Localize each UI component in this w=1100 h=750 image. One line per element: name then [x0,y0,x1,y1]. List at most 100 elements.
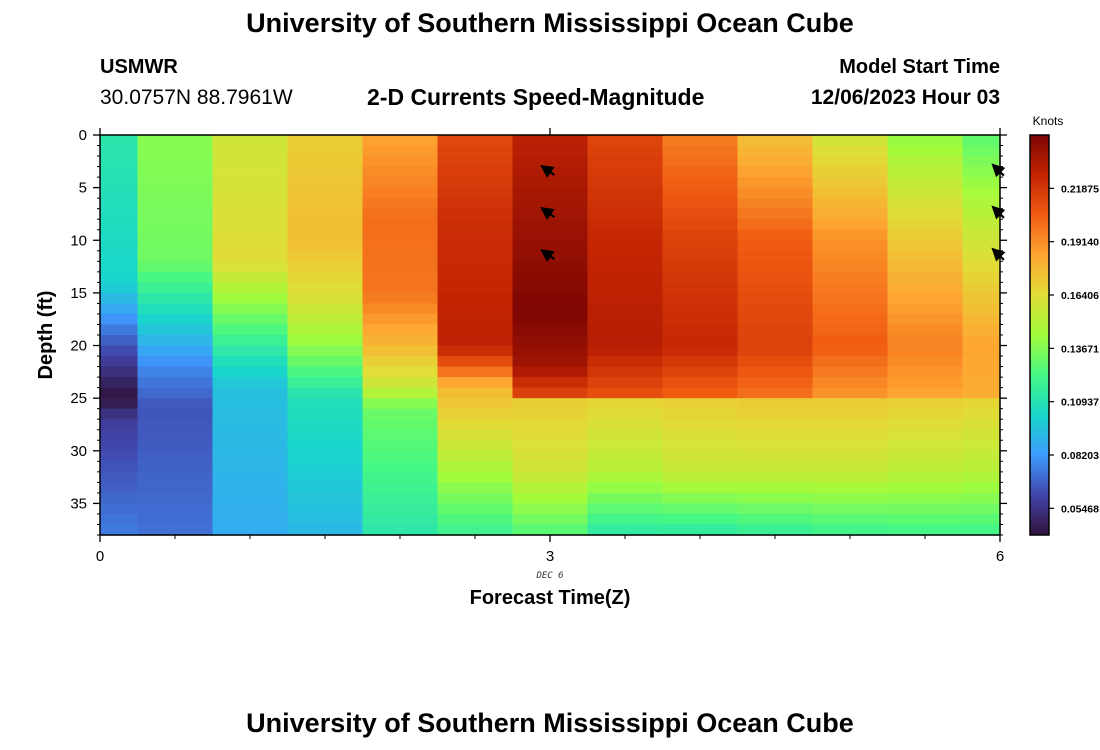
heatmap-cell [100,261,139,273]
heatmap-cell [212,271,289,283]
heatmap-cell [737,524,814,536]
heatmap-cell [437,366,514,378]
heatmap-cell [212,461,289,473]
heatmap-cell [812,461,889,473]
heatmap-cell [287,240,364,252]
heatmap-cell [962,398,1001,410]
heatmap-cell [437,356,514,368]
heatmap-cell [437,377,514,389]
heatmap-cell [362,408,439,420]
heatmap-cell [437,461,514,473]
heatmap-cell [137,208,214,220]
heatmap-cell [137,240,214,252]
heatmap-cell [100,250,139,262]
heatmap-cell [662,313,739,326]
heatmap-cell [962,156,1001,168]
heatmap-cell [587,187,664,199]
heatmap-cell [362,250,439,262]
heatmap-cells [100,135,1001,536]
heatmap-cell [137,471,214,483]
heatmap-cell [737,335,814,347]
heatmap-cell [812,271,889,283]
heatmap-cell [587,440,664,452]
heatmap-cell [362,524,439,536]
heatmap-cell [887,135,964,147]
heatmap-cell [962,250,1001,262]
heatmap-cell [962,261,1001,273]
heatmap-cell [437,513,514,526]
heatmap-cell [737,261,814,273]
heatmap-cell [437,503,514,515]
heatmap-cell [662,398,739,410]
heatmap-cell [362,503,439,515]
heatmap-cell [100,450,139,462]
heatmap-cell [362,156,439,168]
heatmap-cell [512,450,589,462]
heatmap-cell [812,345,889,357]
heatmap-cell [287,419,364,431]
heatmap-cell [887,429,964,441]
heatmap-cell [100,282,139,294]
heatmap-cell [812,261,889,273]
heatmap-cell [662,177,739,189]
heatmap-cell [662,429,739,441]
heatmap-cell [662,208,739,220]
heatmap-cell [662,229,739,241]
heatmap-cell [212,450,289,462]
heatmap-cell [100,145,139,157]
heatmap-cell [962,292,1001,305]
heatmap-cell [587,513,664,526]
heatmap-cell [887,166,964,178]
heatmap-cell [587,145,664,157]
heatmap-cell [437,482,514,494]
heatmap-cell [587,377,664,389]
heatmap-cell [812,366,889,378]
x-tick-label: 3 [546,548,554,565]
y-tick-label: 15 [70,285,87,302]
heatmap-cell [100,271,139,283]
heatmap-cell [212,408,289,420]
heatmap-cell [137,187,214,199]
station-coordinates: 30.0757N 88.7961W [100,86,293,109]
heatmap-cell [137,513,214,526]
heatmap-cell [962,482,1001,494]
heatmap-cell [137,282,214,294]
heatmap-cell [662,461,739,473]
heatmap-cell [662,324,739,336]
heatmap-cell [100,482,139,494]
heatmap-cell [100,429,139,441]
heatmap-cell [587,292,664,305]
y-tick-label: 20 [70,338,87,355]
heatmap-cell [212,261,289,273]
heatmap-cell [287,429,364,441]
heatmap-cell [812,440,889,452]
heatmap-cell [512,187,589,199]
heatmap-cell [212,187,289,199]
heatmap-cell [287,166,364,178]
heatmap-cell [362,419,439,431]
heatmap-cell [362,261,439,273]
heatmap-cell [212,156,289,168]
heatmap-cell [437,429,514,441]
heatmap-cell [137,450,214,462]
heatmap-cell [100,524,139,536]
heatmap-cell [362,324,439,336]
heatmap-cell [812,250,889,262]
heatmap-cell [137,440,214,452]
current-vector-arrow [540,164,556,178]
heatmap-cell [212,166,289,178]
heatmap-cell [662,377,739,389]
heatmap-chart: 0 5 10 15 20 25 30 35 0 3 6 Depth (ft) Forecast Ti… [35,114,1099,609]
heatmap-cell [137,503,214,515]
heatmap-cell [212,219,289,231]
heatmap-cell [737,461,814,473]
heatmap-cell [362,513,439,526]
heatmap-cell [137,419,214,431]
heatmap-cell [512,398,589,410]
heatmap-cell [287,492,364,505]
heatmap-cell [737,282,814,294]
heatmap-cell [662,345,739,357]
heatmap-cell [587,313,664,326]
heatmap-cell [812,177,889,189]
heatmap-cell [887,335,964,347]
